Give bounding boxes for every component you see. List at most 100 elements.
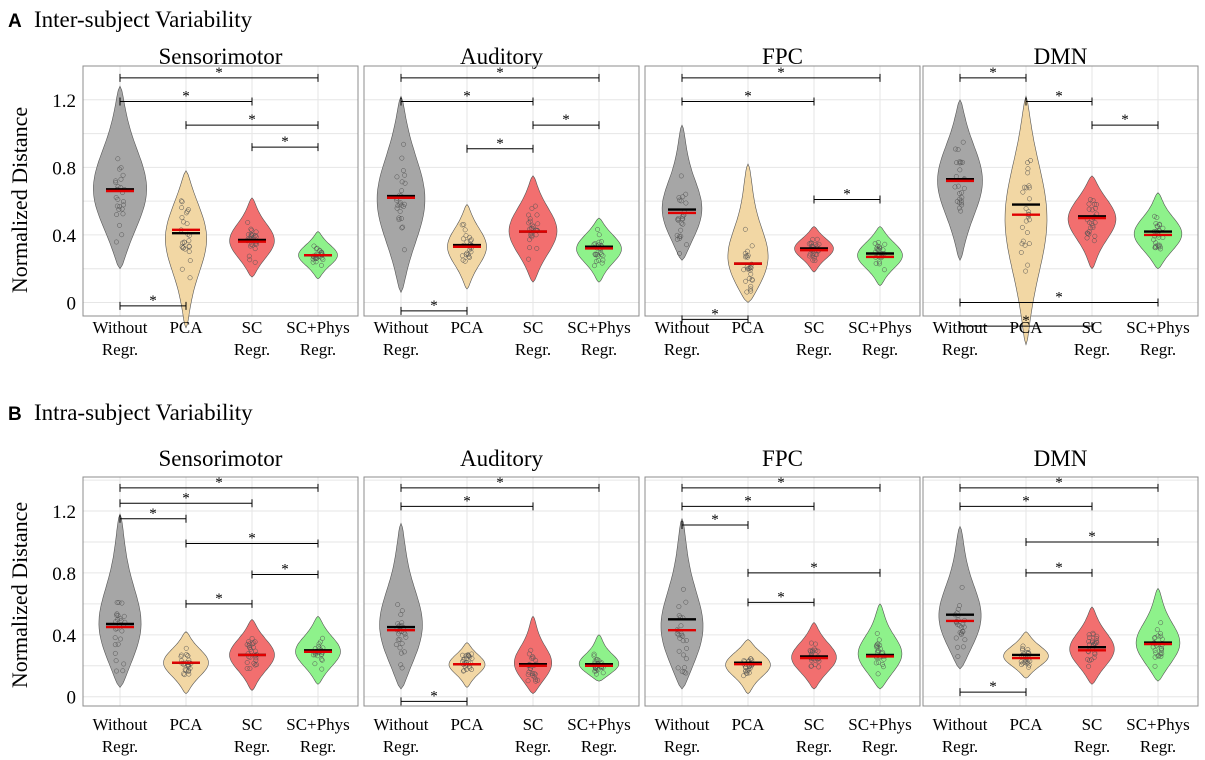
sample-point — [678, 198, 684, 204]
violin-body — [98, 513, 142, 688]
sample-point — [1086, 206, 1092, 212]
sample-point — [876, 259, 882, 265]
sample-point — [1158, 633, 1164, 639]
sample-point — [952, 184, 958, 190]
plot-frame — [82, 476, 359, 707]
sample-point — [1025, 262, 1031, 268]
plot-frame — [363, 65, 640, 317]
x-category-label: Regr. — [234, 340, 270, 359]
x-category-label: Regr. — [862, 340, 898, 359]
sample-point — [1026, 241, 1032, 247]
significance-bracket: * — [400, 493, 534, 511]
sample-point — [1085, 656, 1091, 662]
sample-point — [745, 254, 750, 260]
sample-point — [957, 603, 962, 609]
sample-point — [1092, 205, 1098, 211]
sample-point — [743, 254, 748, 260]
significance-star: * — [248, 112, 256, 128]
sample-point — [526, 669, 532, 675]
x-category-label: Regr. — [581, 340, 617, 359]
sample-point — [1018, 659, 1024, 665]
sample-point — [959, 195, 965, 200]
sample-point — [1025, 170, 1031, 176]
sample-point — [397, 201, 403, 207]
violin-sc — [1067, 175, 1117, 270]
sample-point — [874, 642, 879, 648]
sample-point — [747, 665, 753, 671]
sample-point — [679, 214, 685, 220]
x-category-label: Without — [92, 318, 147, 337]
sample-point — [813, 641, 818, 647]
sample-point — [1158, 631, 1163, 636]
significance-star: * — [777, 65, 785, 81]
x-category-label: Regr. — [383, 737, 419, 756]
sample-point — [600, 253, 606, 259]
sample-point — [113, 239, 119, 245]
sample-point — [395, 602, 401, 608]
sample-point — [463, 233, 469, 239]
sample-point — [1026, 664, 1032, 670]
significance-star: * — [1022, 493, 1030, 509]
sample-point — [962, 637, 968, 643]
sample-point — [402, 172, 408, 178]
sample-point — [1092, 233, 1098, 239]
violin-sc — [513, 615, 553, 694]
sample-point — [118, 636, 123, 642]
sample-point — [678, 233, 684, 239]
x-category-label: PCA — [731, 318, 765, 337]
sample-point — [596, 658, 602, 664]
sample-point — [399, 179, 405, 185]
sample-point — [1022, 242, 1028, 248]
significance-star: * — [711, 306, 719, 322]
sample-point — [244, 665, 250, 671]
violin-scphys — [295, 615, 341, 685]
sample-point — [1020, 660, 1026, 666]
sample-point — [399, 188, 405, 194]
significance-bracket: * — [681, 512, 749, 529]
significance-star: * — [1055, 289, 1063, 305]
violin-sc — [229, 197, 275, 278]
significance-bracket: * — [959, 313, 1093, 331]
sample-point — [1153, 243, 1158, 249]
chart-a-sensorimotor: Sensorimotor1.20.80.40*****WithoutRegr.P… — [52, 44, 359, 359]
sample-point — [399, 216, 404, 221]
sample-point — [1020, 647, 1026, 653]
significance-bracket: * — [1025, 560, 1093, 577]
chart-title: DMN — [1034, 44, 1088, 69]
significance-bracket: * — [119, 475, 319, 492]
sample-point — [526, 651, 532, 657]
significance-star: * — [1121, 112, 1129, 128]
sample-point — [184, 208, 190, 214]
violin-body — [164, 170, 208, 329]
significance-star: * — [182, 88, 190, 104]
sample-point — [1152, 647, 1158, 653]
sample-point — [807, 648, 813, 653]
violin-pca — [1003, 631, 1049, 679]
sample-point — [185, 653, 191, 659]
sample-point — [1089, 220, 1095, 226]
significance-bracket: * — [1025, 529, 1159, 546]
significance-bracket: * — [1091, 112, 1159, 130]
sample-point — [595, 251, 601, 257]
sample-point — [186, 238, 192, 244]
significance-bracket: * — [119, 506, 187, 523]
sample-point — [1158, 646, 1164, 652]
x-category-label: Without — [932, 715, 987, 734]
sample-point — [810, 236, 816, 242]
significance-bracket: * — [400, 88, 534, 106]
sample-point — [1021, 184, 1027, 190]
significance-star: * — [562, 112, 570, 128]
x-category-label: Without — [373, 715, 428, 734]
sample-point — [873, 644, 879, 650]
x-category-label: SC — [804, 318, 825, 337]
sample-point — [743, 668, 749, 674]
sample-point — [743, 253, 749, 259]
sample-point — [252, 259, 258, 265]
x-category-label: Regr. — [234, 737, 270, 756]
plot-frame — [82, 65, 359, 317]
significance-bracket: * — [681, 306, 749, 324]
significance-bracket: * — [813, 186, 881, 204]
sample-point — [882, 241, 888, 247]
sample-point — [1020, 238, 1026, 244]
